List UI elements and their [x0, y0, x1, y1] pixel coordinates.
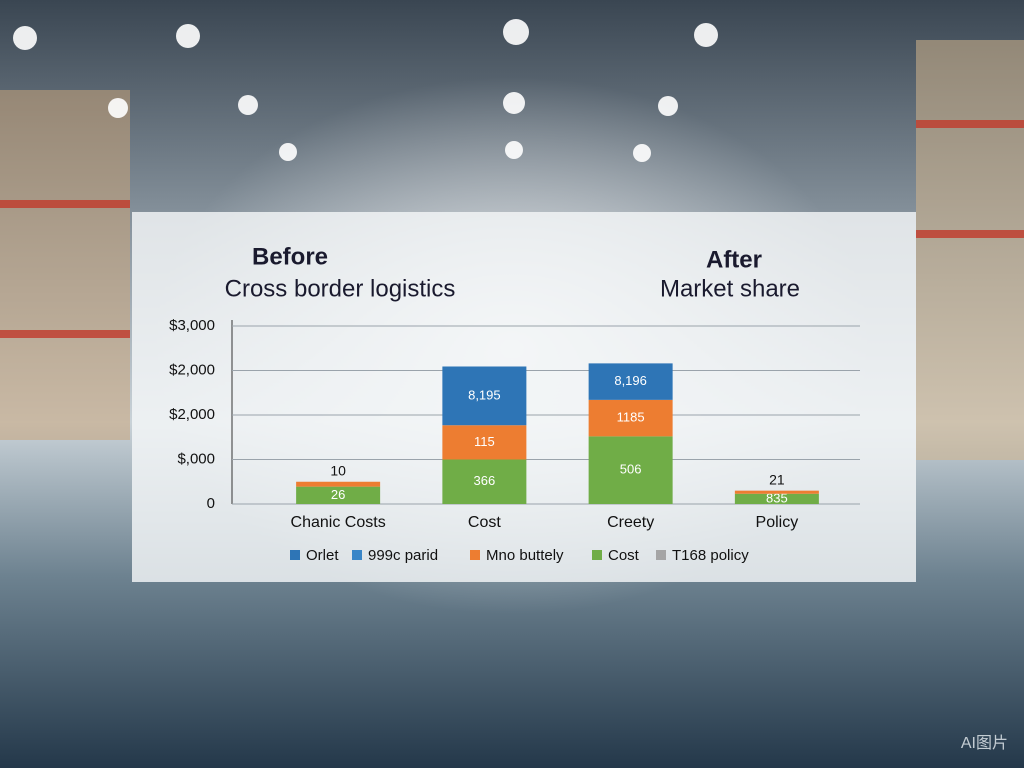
- bar-segment: [442, 366, 527, 426]
- legend-label: T168 policy: [672, 547, 749, 564]
- panel-title: Before: [252, 243, 328, 270]
- legend-swatch: [592, 550, 602, 560]
- data-label: 8,196: [614, 373, 647, 388]
- data-label: 21: [769, 471, 785, 487]
- panel-subtitle: Cross border logistics: [225, 275, 456, 302]
- y-tick-label: 0: [207, 495, 215, 512]
- bar-segment: [296, 481, 381, 487]
- x-tick-label: Policy: [756, 514, 799, 531]
- y-tick-label: $2,000: [169, 361, 215, 378]
- bar-segment: [442, 425, 527, 460]
- data-label: 26: [331, 487, 345, 502]
- bar-segment: [588, 399, 673, 437]
- x-tick-label: Creety: [607, 514, 654, 531]
- data-label: 1185: [617, 410, 645, 425]
- panel-title: After: [706, 246, 762, 273]
- bar-segment: [442, 459, 527, 504]
- x-tick-label: Cost: [468, 514, 501, 531]
- bar-segment: [588, 436, 673, 504]
- y-tick-label: $3,000: [169, 317, 215, 334]
- bar-segment: [734, 490, 819, 494]
- data-label: 115: [474, 434, 495, 449]
- legend-swatch: [656, 550, 666, 560]
- panel-subtitle: Market share: [660, 275, 800, 302]
- legend-swatch: [470, 550, 480, 560]
- y-tick-label: $,000: [177, 450, 215, 467]
- y-tick-label: $2,000: [169, 406, 215, 423]
- data-label: 8,195: [468, 387, 501, 402]
- data-label: 506: [620, 462, 642, 477]
- bar-segment: [296, 486, 381, 504]
- legend-label: Cost: [608, 547, 640, 564]
- data-label: 835: [766, 490, 788, 505]
- bar-segment: [734, 493, 819, 504]
- data-label: 10: [330, 462, 346, 478]
- x-tick-label: Chanic Costs: [291, 514, 386, 531]
- bar-segment: [588, 363, 673, 400]
- legend-swatch: [290, 550, 300, 560]
- legend-label: Orlet: [306, 547, 339, 564]
- legend-swatch: [352, 550, 362, 560]
- data-label: 366: [474, 473, 496, 488]
- legend-label: Mno buttely: [486, 547, 564, 564]
- watermark: AI图片: [961, 734, 1008, 752]
- legend-label: 999c parid: [368, 547, 438, 564]
